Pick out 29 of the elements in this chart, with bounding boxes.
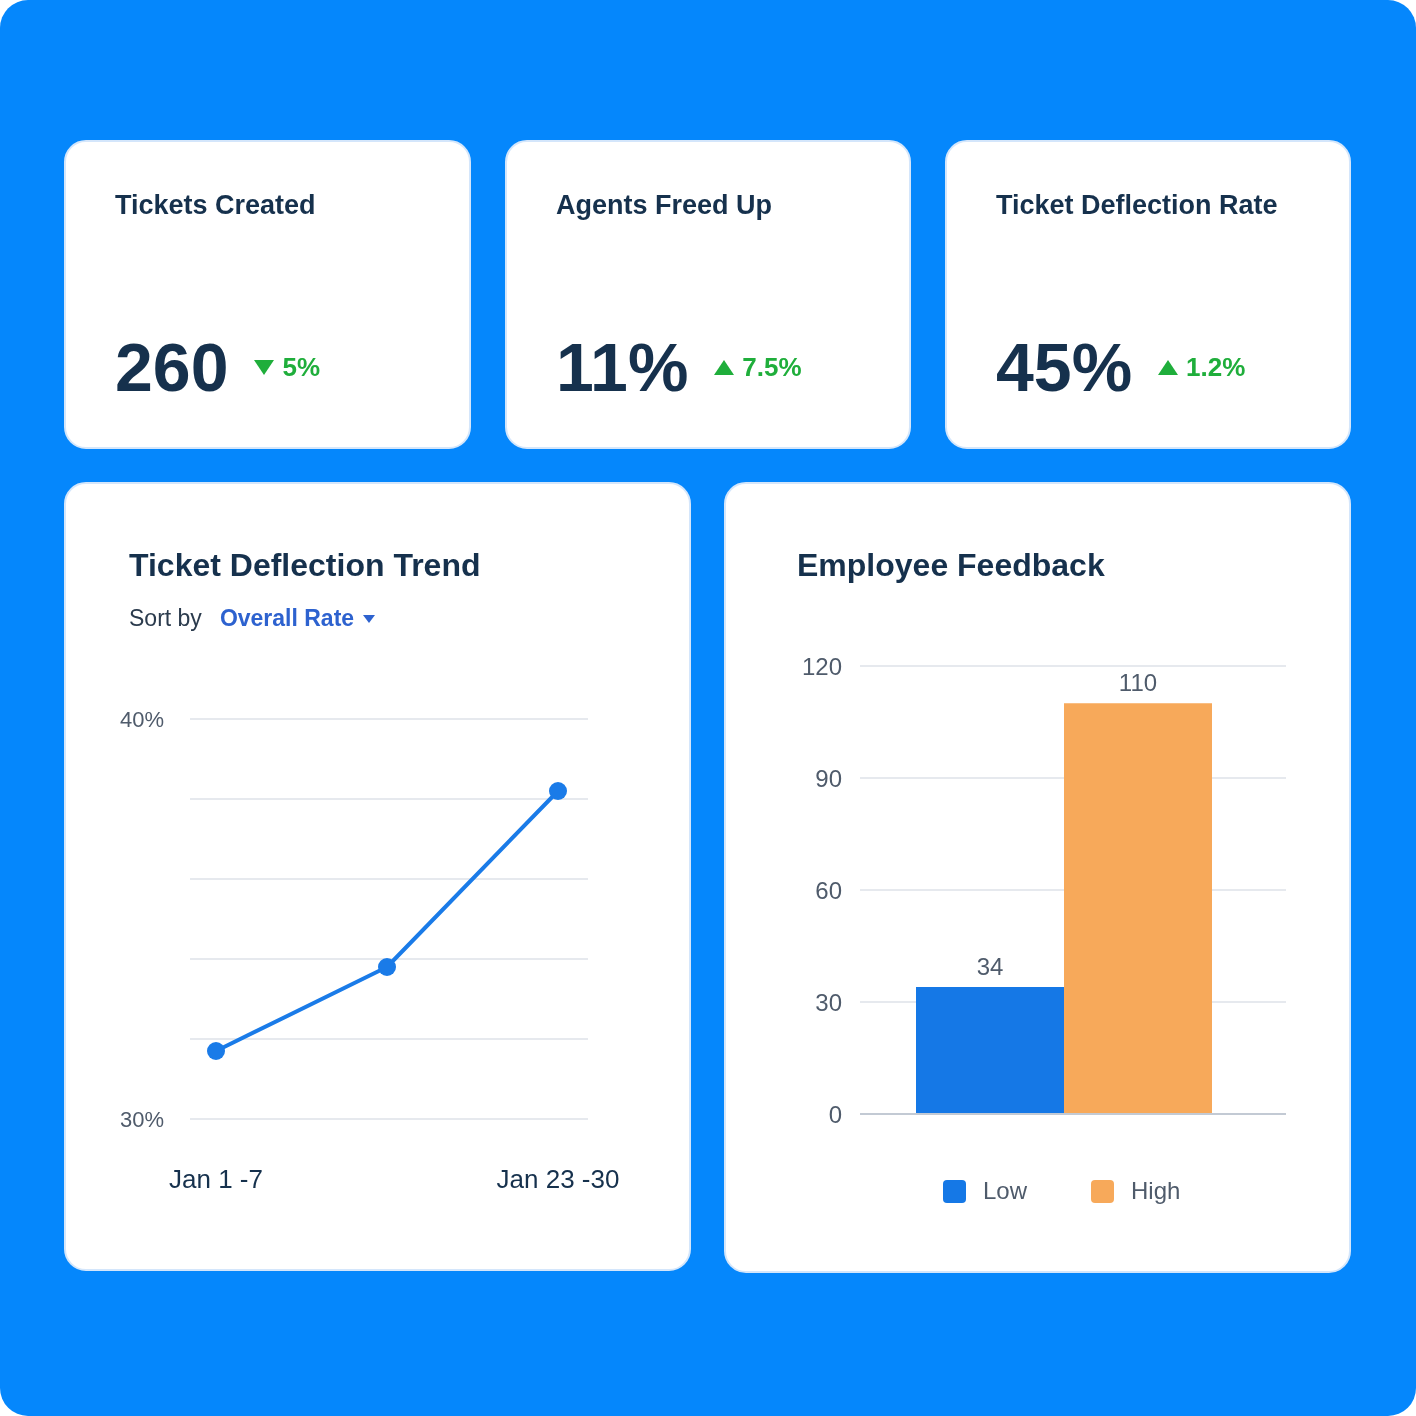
text: Ticket Deflection Rate bbox=[996, 190, 1278, 220]
text: 45% bbox=[996, 329, 1133, 405]
x-tick-label: Jan 1 -7 bbox=[169, 1164, 263, 1194]
point bbox=[378, 958, 396, 976]
text: 11% bbox=[556, 329, 689, 405]
text: 1.2% bbox=[1186, 352, 1246, 382]
chart-title: Employee Feedback bbox=[797, 547, 1105, 583]
data-label: 110 bbox=[1118, 669, 1158, 697]
chart-subtitle: Sort by bbox=[129, 605, 202, 631]
y-tick-label: 40% bbox=[119, 706, 164, 732]
data-label: 34 bbox=[976, 953, 1004, 981]
text: Tickets Created bbox=[115, 190, 316, 220]
text: 5% bbox=[282, 352, 321, 382]
y-tick-label: 90 bbox=[815, 764, 842, 792]
text: Overall Rate bbox=[219, 605, 355, 633]
y-tick-label: 30 bbox=[815, 988, 842, 1016]
legend-label: Low bbox=[983, 1177, 1028, 1204]
x-tick-label: Jan 23 -30 bbox=[496, 1164, 620, 1194]
legend-label: High bbox=[1131, 1177, 1181, 1204]
y-tick-label: 0 bbox=[828, 1100, 842, 1128]
chart-title: Ticket Deflection Trend bbox=[129, 547, 481, 583]
text: 7.5% bbox=[742, 352, 802, 382]
text: Agents Freed Up bbox=[556, 190, 773, 220]
point bbox=[207, 1042, 225, 1060]
y-tick-label: 120 bbox=[801, 652, 842, 680]
text: 260 bbox=[115, 329, 229, 405]
point bbox=[549, 782, 567, 800]
y-tick-label: 30% bbox=[119, 1106, 164, 1132]
y-tick-label: 60 bbox=[815, 876, 842, 904]
